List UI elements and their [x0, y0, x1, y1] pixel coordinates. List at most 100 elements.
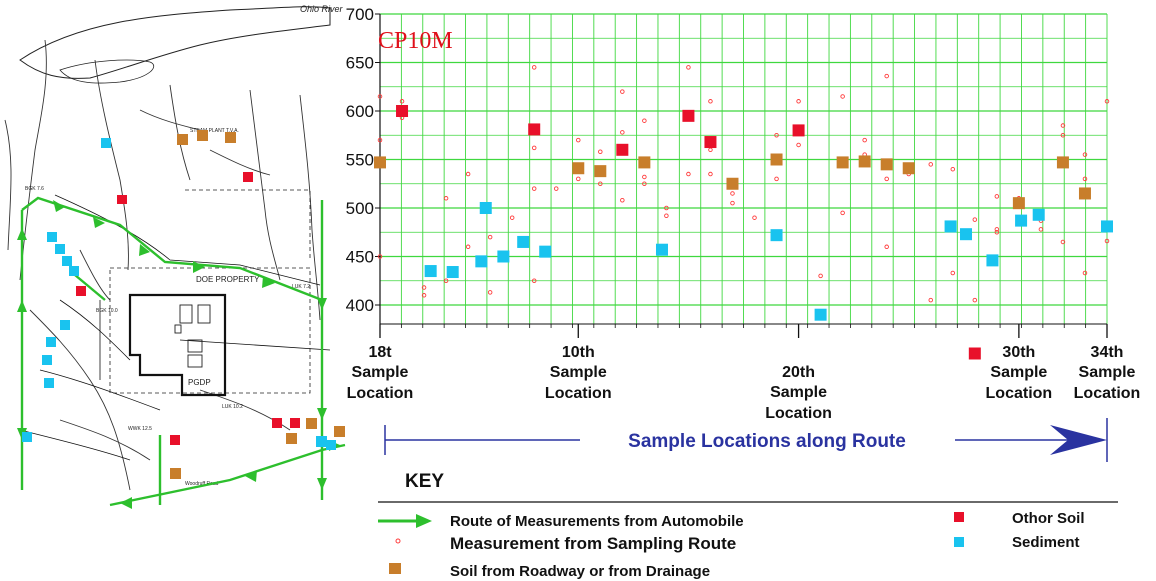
data-point-measurement — [994, 229, 1000, 235]
legend-sediment-marker — [954, 537, 964, 547]
legend-other-soil-marker — [954, 512, 964, 522]
data-point-measurement — [377, 137, 383, 143]
data-point-sediment — [655, 243, 668, 256]
data-point-roadway — [594, 165, 607, 178]
data-point-measurement — [598, 181, 603, 186]
map-sample-markers — [22, 130, 345, 479]
legend-other-soil-label: Othor Soil — [1012, 510, 1085, 527]
legend-route-arrowhead — [416, 514, 432, 528]
data-point-measurement — [620, 130, 625, 135]
data-point-measurement — [884, 176, 889, 182]
map-marker-roadway — [225, 132, 236, 143]
x-tick-label: 34th Sample Location — [1074, 344, 1141, 402]
data-point-roadway — [726, 177, 739, 190]
data-point-measurement — [598, 149, 603, 154]
data-point-other-soil — [682, 109, 695, 122]
map-marker-roadway — [306, 418, 317, 429]
x-tick-label-line: Sample — [352, 364, 409, 381]
map-marker-sediment — [47, 232, 57, 242]
x-tick-label-line: Sample — [990, 364, 1047, 381]
y-tick-label: 550 — [346, 151, 374, 170]
data-point-measurement — [796, 142, 801, 148]
data-point-measurement — [950, 166, 956, 172]
river-outline — [19, 6, 331, 79]
data-point-measurement — [1104, 238, 1110, 244]
data-point-roadway — [638, 156, 651, 169]
data-point-measurement — [884, 244, 889, 250]
legend-item-measurement: Measurement from Sampling Route — [395, 534, 736, 553]
map-label-woodruff-road: Woodruff Road — [185, 481, 219, 487]
data-point-measurement — [686, 65, 691, 70]
map-marker-sediment — [101, 138, 111, 148]
map-label-bgk-76: BGK 7.6 — [25, 186, 44, 192]
data-point-roadway — [836, 156, 849, 169]
legend-sediment-label: Sediment — [1012, 534, 1080, 551]
data-point-measurement — [730, 191, 735, 196]
data-point-roadway — [572, 162, 585, 175]
data-point-sediment — [960, 228, 973, 241]
doe-property-label: DOE PROPERTY — [196, 275, 260, 284]
y-tick-label: 600 — [346, 102, 374, 121]
data-point-measurement — [377, 94, 383, 99]
data-point-measurement — [708, 99, 713, 104]
data-point-measurement — [840, 210, 845, 216]
data-point-sediment — [517, 235, 530, 248]
x-tick-label-line: 20th — [782, 364, 815, 381]
map-marker-sediment — [316, 436, 327, 447]
legend: KEY Route of Measurements from Automobil… — [378, 471, 1118, 580]
x-tick-labels: 18t Sample Location 10th Sample Location 20th S… — [347, 344, 1141, 422]
legend-roadway-label: Soil from Roadway or from Drainage — [450, 563, 710, 580]
map-marker-other-soil — [290, 418, 300, 428]
chart-points — [374, 65, 1113, 360]
data-point-measurement — [620, 197, 625, 203]
data-point-measurement — [664, 213, 669, 219]
map-marker-sediment — [55, 244, 65, 254]
pgdp-fence — [128, 293, 227, 397]
map-marker-roadway — [286, 433, 297, 444]
map-marker-sediment — [62, 256, 72, 266]
data-point-measurement — [531, 65, 537, 70]
data-point-measurement — [1104, 99, 1110, 104]
data-point-measurement — [509, 215, 515, 220]
legend-item-roadway: Soil from Roadway or from Drainage — [389, 563, 710, 580]
map-label-bgk-100: BGK 10.0 — [96, 308, 118, 314]
data-point-roadway — [1012, 197, 1025, 210]
data-point-other-soil — [616, 143, 629, 156]
data-point-measurement — [818, 273, 823, 279]
map-marker-other-soil — [243, 172, 253, 182]
legend-item-sediment: Sediment — [954, 534, 1080, 551]
data-point-measurement — [421, 293, 427, 298]
data-point-other-soil — [792, 124, 805, 137]
map-marker-other-soil — [170, 435, 180, 445]
y-tick-label: 450 — [346, 248, 374, 267]
data-point-measurement — [465, 244, 471, 250]
data-point-measurement — [1082, 152, 1088, 157]
data-point-measurement — [774, 132, 779, 138]
route-arrows — [17, 200, 340, 509]
y-tick-label: 700 — [346, 5, 374, 24]
data-point-roadway — [1056, 156, 1069, 169]
data-point-measurement — [774, 176, 779, 182]
data-point-measurement — [443, 196, 449, 201]
chart-grid — [379, 13, 1108, 324]
data-point-measurement — [642, 118, 647, 123]
x-tick-label: 10th Sample Location — [545, 344, 612, 402]
map-marker-other-soil — [272, 418, 282, 428]
x-tick-label-line: 34th — [1091, 344, 1124, 361]
y-tick-label: 650 — [346, 54, 374, 73]
data-point-measurement — [752, 215, 757, 220]
data-point-measurement — [730, 200, 735, 206]
data-point-measurement — [642, 181, 647, 186]
map-marker-sediment — [60, 320, 70, 330]
data-point-roadway — [858, 155, 871, 168]
map-marker-roadway — [197, 130, 208, 141]
legend-measurement-label: Measurement from Sampling Route — [450, 534, 736, 553]
data-point-measurement — [443, 278, 449, 284]
data-point-measurement — [686, 171, 691, 177]
legend-item-other-soil: Othor Soil — [954, 510, 1085, 527]
data-point-measurement — [421, 285, 427, 290]
x-tick-label-line: Sample — [770, 384, 827, 401]
data-point-sediment — [770, 229, 783, 242]
data-point-measurement — [642, 174, 647, 180]
map-marker-sediment — [44, 378, 54, 388]
